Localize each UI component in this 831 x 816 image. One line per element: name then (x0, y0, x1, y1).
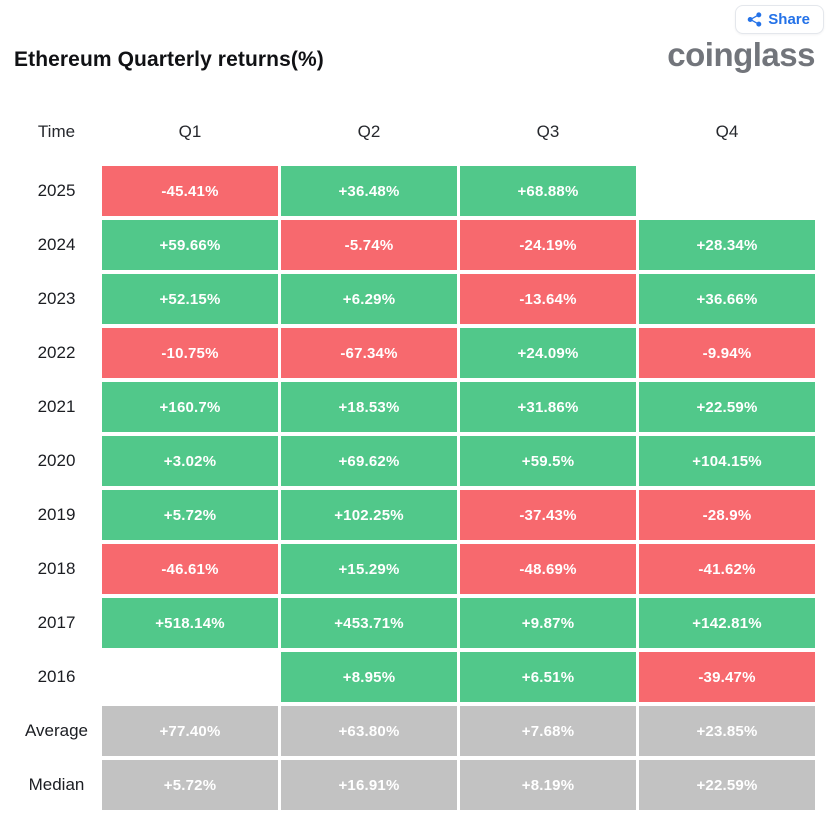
return-cell: +15.29% (281, 544, 457, 594)
return-cell: -67.34% (281, 328, 457, 378)
return-cell: +6.51% (460, 652, 636, 702)
share-button[interactable]: Share (735, 5, 824, 34)
row-label-2019: 2019 (37, 505, 76, 524)
share-icon (747, 12, 762, 27)
return-cell: +68.88% (460, 166, 636, 216)
column-header-q4: Q4 (715, 122, 739, 141)
return-cell: -37.43% (460, 490, 636, 540)
row-label-2021: 2021 (37, 397, 76, 416)
return-cell: +69.62% (281, 436, 457, 486)
return-cell: +6.29% (281, 274, 457, 324)
row-label-2016: 2016 (37, 667, 76, 686)
return-cell: -5.74% (281, 220, 457, 270)
row-label-2018: 2018 (37, 559, 76, 578)
empty-cell (102, 652, 278, 702)
return-cell: -39.47% (639, 652, 815, 702)
return-cell: +77.40% (102, 706, 278, 756)
return-cell: -45.41% (102, 166, 278, 216)
return-cell: -41.62% (639, 544, 815, 594)
row-label-average: Average (24, 721, 88, 740)
row-label-median: Median (28, 775, 85, 794)
return-cell: -28.9% (639, 490, 815, 540)
column-header-q2: Q2 (357, 122, 381, 141)
coinglass-logo: coinglass (667, 36, 815, 73)
return-cell: +160.7% (102, 382, 278, 432)
return-cell: +22.59% (639, 760, 815, 810)
row-label-2023: 2023 (37, 289, 76, 308)
return-cell: +18.53% (281, 382, 457, 432)
return-cell: +31.86% (460, 382, 636, 432)
return-cell: -13.64% (460, 274, 636, 324)
return-cell: +5.72% (102, 490, 278, 540)
page-title: Ethereum Quarterly returns(%) (14, 48, 324, 71)
empty-cell (639, 166, 815, 216)
return-cell: +3.02% (102, 436, 278, 486)
return-cell: +22.59% (639, 382, 815, 432)
row-label-2020: 2020 (37, 451, 76, 470)
column-header-time: Time (37, 122, 76, 141)
return-cell: +63.80% (281, 706, 457, 756)
return-cell: +453.71% (281, 598, 457, 648)
return-cell: -46.61% (102, 544, 278, 594)
row-label-2017: 2017 (37, 613, 76, 632)
column-header-q1: Q1 (178, 122, 202, 141)
return-cell: +8.95% (281, 652, 457, 702)
return-cell: -48.69% (460, 544, 636, 594)
row-label-2022: 2022 (37, 343, 76, 362)
return-cell: +104.15% (639, 436, 815, 486)
return-cell: +24.09% (460, 328, 636, 378)
return-cell: +9.87% (460, 598, 636, 648)
return-cell: -10.75% (102, 328, 278, 378)
return-cell: +518.14% (102, 598, 278, 648)
return-cell: +16.91% (281, 760, 457, 810)
row-label-2024: 2024 (37, 235, 76, 254)
return-cell: +23.85% (639, 706, 815, 756)
return-cell: +102.25% (281, 490, 457, 540)
column-header-q3: Q3 (536, 122, 560, 141)
return-cell: +7.68% (460, 706, 636, 756)
share-button-label: Share (768, 11, 810, 28)
row-label-2025: 2025 (37, 181, 76, 200)
return-cell: +36.48% (281, 166, 457, 216)
return-cell: +59.66% (102, 220, 278, 270)
return-cell: +142.81% (639, 598, 815, 648)
return-cell: -24.19% (460, 220, 636, 270)
return-cell: +8.19% (460, 760, 636, 810)
return-cell: +52.15% (102, 274, 278, 324)
returns-table: Time Q1 Q2 Q3 Q4 2025 -45.41% +36.48% +68.8… (14, 112, 815, 810)
return-cell: +36.66% (639, 274, 815, 324)
return-cell: -9.94% (639, 328, 815, 378)
return-cell: +28.34% (639, 220, 815, 270)
return-cell: +5.72% (102, 760, 278, 810)
return-cell: +59.5% (460, 436, 636, 486)
